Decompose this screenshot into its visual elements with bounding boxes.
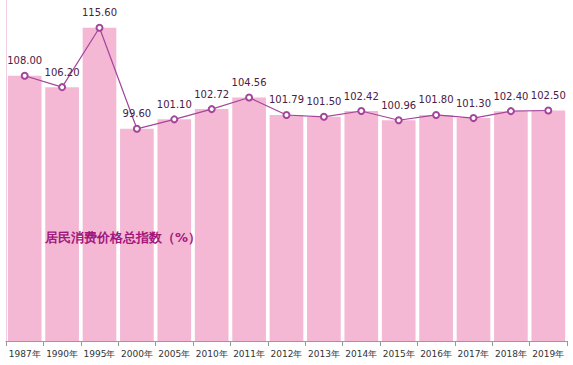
svg-text:1995年: 1995年 xyxy=(84,349,116,359)
svg-text:2019年: 2019年 xyxy=(532,349,564,359)
svg-text:101.30: 101.30 xyxy=(456,98,491,109)
svg-text:2005年: 2005年 xyxy=(158,349,190,359)
svg-text:101.50: 101.50 xyxy=(306,96,341,107)
svg-text:115.60: 115.60 xyxy=(82,7,117,18)
svg-text:104.56: 104.56 xyxy=(232,77,267,88)
svg-text:1990年: 1990年 xyxy=(46,349,78,359)
svg-text:100.96: 100.96 xyxy=(381,100,416,111)
svg-text:2015年: 2015年 xyxy=(383,349,415,359)
svg-text:102.72: 102.72 xyxy=(194,89,229,100)
svg-text:2017年: 2017年 xyxy=(458,349,490,359)
svg-text:102.50: 102.50 xyxy=(531,90,566,101)
svg-text:2011年: 2011年 xyxy=(233,349,265,359)
svg-text:106.20: 106.20 xyxy=(45,67,80,78)
svg-text:2013年: 2013年 xyxy=(308,349,340,359)
svg-text:2014年: 2014年 xyxy=(345,349,377,359)
svg-text:2012年: 2012年 xyxy=(271,349,303,359)
svg-text:2016年: 2016年 xyxy=(420,349,452,359)
svg-text:101.80: 101.80 xyxy=(419,94,454,105)
svg-text:居民消费价格总指数（%）: 居民消费价格总指数（%） xyxy=(44,230,201,245)
svg-text:108.00: 108.00 xyxy=(7,55,42,66)
svg-text:2000年: 2000年 xyxy=(121,349,153,359)
svg-text:101.10: 101.10 xyxy=(157,99,192,110)
svg-text:2018年: 2018年 xyxy=(495,349,527,359)
svg-text:102.40: 102.40 xyxy=(493,91,528,102)
svg-text:101.79: 101.79 xyxy=(269,94,304,105)
svg-text:1987年: 1987年 xyxy=(9,349,41,359)
svg-text:102.42: 102.42 xyxy=(344,91,379,102)
svg-text:99.60: 99.60 xyxy=(123,108,152,119)
svg-text:2010年: 2010年 xyxy=(196,349,228,359)
